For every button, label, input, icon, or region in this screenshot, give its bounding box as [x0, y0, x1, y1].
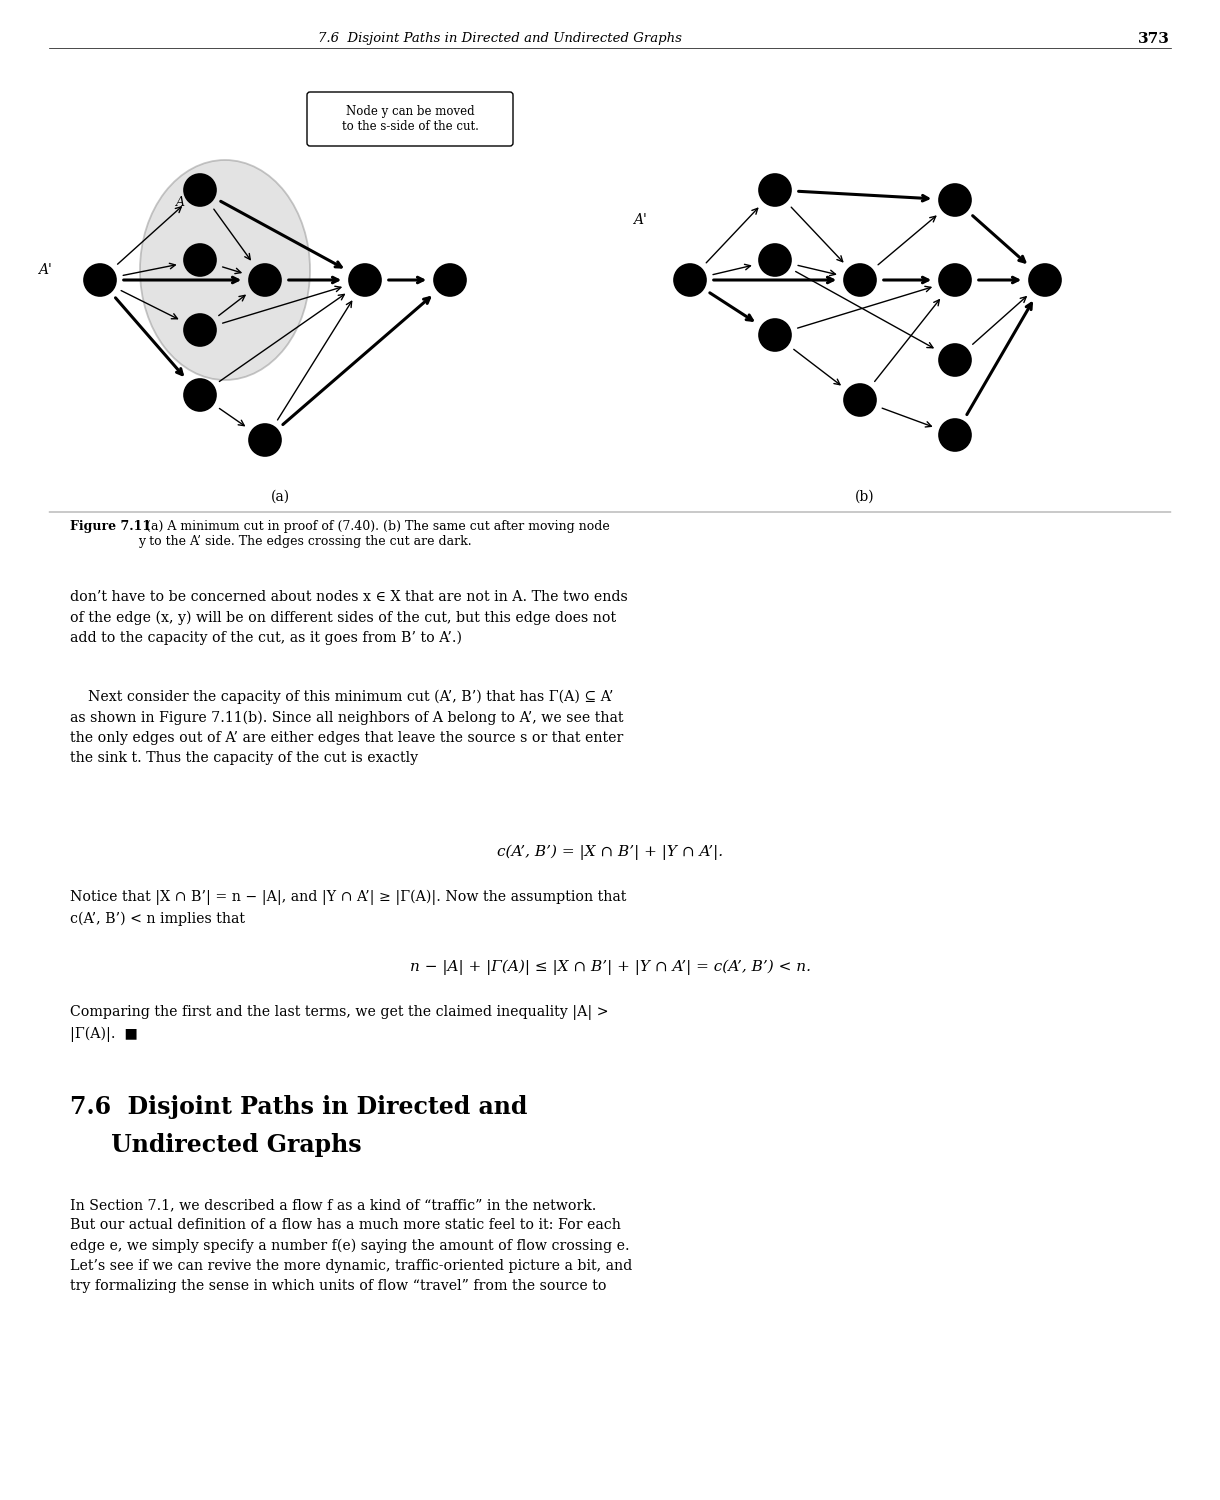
Text: A': A': [38, 262, 52, 278]
Text: In Section 7.1, we described a flow f as a kind of “traffic” in the network.
But: In Section 7.1, we described a flow f as…: [70, 1198, 632, 1293]
Text: s: s: [687, 273, 693, 286]
Circle shape: [249, 264, 281, 296]
Circle shape: [349, 264, 381, 296]
Circle shape: [184, 380, 216, 411]
Text: 7.6  Disjoint Paths in Directed and Undirected Graphs: 7.6 Disjoint Paths in Directed and Undir…: [318, 32, 682, 45]
Circle shape: [434, 264, 466, 296]
Text: x: x: [856, 273, 864, 286]
Circle shape: [84, 264, 116, 296]
Text: (a): (a): [271, 490, 289, 504]
Text: Node y can be moved
to the s-side of the cut.: Node y can be moved to the s-side of the…: [342, 105, 478, 134]
Circle shape: [184, 314, 216, 346]
Text: Figure 7.11: Figure 7.11: [70, 520, 151, 532]
Circle shape: [759, 174, 791, 206]
Circle shape: [759, 320, 791, 351]
Text: Undirected Graphs: Undirected Graphs: [70, 1132, 361, 1156]
Circle shape: [939, 264, 971, 296]
Text: A: A: [176, 195, 184, 208]
Ellipse shape: [140, 160, 310, 380]
Circle shape: [844, 264, 876, 296]
Circle shape: [939, 344, 971, 376]
Text: x: x: [261, 273, 268, 286]
Text: (b): (b): [855, 490, 875, 504]
Circle shape: [1028, 264, 1061, 296]
Text: y: y: [952, 273, 959, 286]
Text: (a) A minimum cut in proof of (7.40). (b) The same cut after moving node
y to th: (a) A minimum cut in proof of (7.40). (b…: [138, 520, 610, 548]
Circle shape: [939, 419, 971, 452]
Circle shape: [939, 184, 971, 216]
Text: A': A': [633, 213, 647, 226]
Circle shape: [759, 244, 791, 276]
Text: s: s: [96, 273, 104, 286]
Text: Comparing the first and the last terms, we get the claimed inequality |A| >
|Γ(A: Comparing the first and the last terms, …: [70, 1005, 609, 1041]
Text: 373: 373: [1138, 32, 1170, 46]
Text: c(A’, B’) = |X ∩ B’| + |Y ∩ A’|.: c(A’, B’) = |X ∩ B’| + |Y ∩ A’|.: [497, 844, 723, 861]
Circle shape: [184, 174, 216, 206]
Text: t: t: [448, 273, 453, 286]
Circle shape: [184, 244, 216, 276]
Text: 7.6  Disjoint Paths in Directed and: 7.6 Disjoint Paths in Directed and: [70, 1095, 527, 1119]
Circle shape: [249, 424, 281, 456]
Text: t: t: [1042, 273, 1048, 286]
FancyBboxPatch shape: [307, 92, 512, 146]
Text: Notice that |X ∩ B’| = n − |A|, and |Y ∩ A’| ≥ |Γ(A)|. Now the assumption that
c: Notice that |X ∩ B’| = n − |A|, and |Y ∩…: [70, 890, 626, 926]
Circle shape: [673, 264, 706, 296]
Circle shape: [844, 384, 876, 416]
Text: Next consider the capacity of this minimum cut (A’, B’) that has Γ(A) ⊆ A’
as sh: Next consider the capacity of this minim…: [70, 690, 623, 765]
Text: don’t have to be concerned about nodes x ∈ X that are not in A. The two ends
of : don’t have to be concerned about nodes x…: [70, 590, 628, 645]
Text: y: y: [361, 273, 368, 286]
Text: n − |A| + |Γ(A)| ≤ |X ∩ B’| + |Y ∩ A’| = c(A’, B’) < n.: n − |A| + |Γ(A)| ≤ |X ∩ B’| + |Y ∩ A’| =…: [410, 960, 810, 975]
